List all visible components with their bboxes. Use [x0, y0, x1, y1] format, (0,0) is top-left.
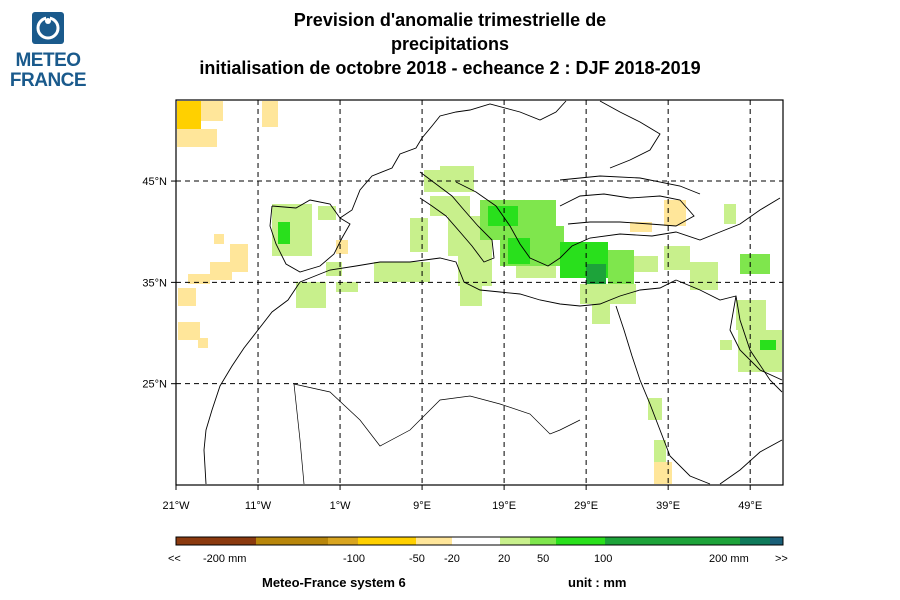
- legend-label-100: 100: [594, 553, 613, 565]
- anomaly-cell: [516, 266, 556, 278]
- anomaly-cell: [460, 286, 482, 306]
- anomaly-cell: [374, 262, 430, 282]
- logo-text-france: FRANCE: [9, 70, 87, 91]
- lon-tick-label: 39°E: [656, 500, 680, 512]
- legend-swatch: [500, 537, 530, 545]
- anomaly-cell: [178, 288, 196, 306]
- anomaly-cell: [230, 244, 248, 272]
- legend-swatch: [770, 537, 783, 545]
- legend-label-minus20: -20: [444, 553, 460, 565]
- anomaly-cell: [318, 206, 336, 220]
- lon-tick-label: 21°W: [162, 500, 190, 512]
- lon-tick-label: 49°E: [738, 500, 762, 512]
- anomaly-cells: [177, 101, 782, 484]
- logo-emblem-icon: [32, 12, 64, 44]
- anomaly-cell: [177, 101, 201, 129]
- anomaly-cell: [336, 282, 358, 292]
- legend-label-minus200: -200 mm: [203, 553, 247, 565]
- legend-swatch: [358, 537, 416, 545]
- lat-tick-label: 45°N: [142, 176, 167, 188]
- map-title-line1: Prevision d'anomalie trimestrielle de: [293, 10, 607, 30]
- legend-label-minus50: -50: [409, 553, 425, 565]
- anomaly-cell: [760, 340, 776, 350]
- anomaly-cell: [177, 129, 217, 147]
- logo-text-meteo: METEO: [15, 50, 81, 71]
- coastlines: [203, 100, 783, 485]
- legend-swatch: [176, 537, 256, 545]
- lon-tick-label: 29°E: [574, 500, 598, 512]
- anomaly-cell: [630, 222, 652, 232]
- legend-swatch: [416, 537, 452, 545]
- anomaly-cell: [580, 284, 636, 304]
- anomaly-cell: [508, 238, 530, 264]
- anomaly-cell: [592, 304, 610, 324]
- legend-swatch: [328, 537, 358, 545]
- unit-label: unit : mm: [568, 575, 627, 590]
- lon-tick-label: 11°W: [245, 500, 272, 512]
- anomaly-cell: [440, 166, 474, 176]
- anomaly-cell: [654, 462, 672, 484]
- anomaly-cell: [586, 264, 606, 284]
- lon-tick-label: 19°E: [492, 500, 516, 512]
- grid-lines: [176, 100, 783, 485]
- anomaly-cell: [740, 254, 770, 274]
- anomaly-cell: [201, 101, 223, 121]
- anomaly-cell: [214, 234, 224, 244]
- legend-label-minus100: -100: [343, 553, 366, 565]
- legend-swatch: [740, 537, 770, 545]
- legend-swatch: [556, 537, 605, 545]
- anomaly-cell: [210, 262, 232, 280]
- legend-swatch: [452, 537, 500, 545]
- anomaly-cell: [198, 338, 208, 348]
- anomaly-cell: [278, 222, 290, 244]
- anomaly-cell: [430, 196, 470, 216]
- anomaly-cell: [724, 204, 736, 224]
- lon-tick-label: 9°E: [413, 500, 431, 512]
- anomaly-cell: [262, 101, 278, 127]
- legend-label-high-end: >>: [775, 553, 788, 565]
- lat-tick-label: 35°N: [142, 277, 167, 289]
- tick-labels: 21°W 11°W 1°W 9°E 19°E 29°E 39°E 49°E 45°N 35°N 25…: [142, 176, 762, 512]
- anomaly-cell: [188, 274, 210, 284]
- legend-swatch: [530, 537, 556, 545]
- anomaly-cell: [608, 250, 634, 284]
- legend-label-200: 200 mm: [709, 553, 749, 565]
- legend-label-low-end: <<: [168, 553, 181, 565]
- lat-tick-label: 25°N: [142, 379, 167, 391]
- legend-swatch: [256, 537, 328, 545]
- anomaly-cell: [720, 340, 732, 350]
- anomaly-cell: [648, 398, 662, 420]
- meteo-france-logo: METEO FRANCE: [8, 10, 88, 91]
- anomaly-cell: [634, 256, 658, 272]
- anomaly-cell: [690, 262, 718, 290]
- anomaly-cell: [410, 218, 428, 252]
- model-system-label: Meteo-France system 6: [262, 575, 406, 590]
- legend-frame: [175, 536, 784, 546]
- legend-label-50: 50: [537, 553, 550, 565]
- legend-label-20: 20: [498, 553, 511, 565]
- map-title-line3: initialisation de octobre 2018 - echeanc…: [199, 58, 701, 78]
- anomaly-cell: [664, 200, 686, 226]
- anomaly-cell: [736, 300, 766, 330]
- legend-swatch: [605, 537, 740, 545]
- anomaly-cell: [296, 282, 326, 308]
- lon-tick-label: 1°W: [330, 500, 352, 512]
- anomaly-cell: [178, 322, 200, 340]
- map-title-line2: precipitations: [390, 34, 510, 54]
- anomaly-cell: [654, 440, 666, 462]
